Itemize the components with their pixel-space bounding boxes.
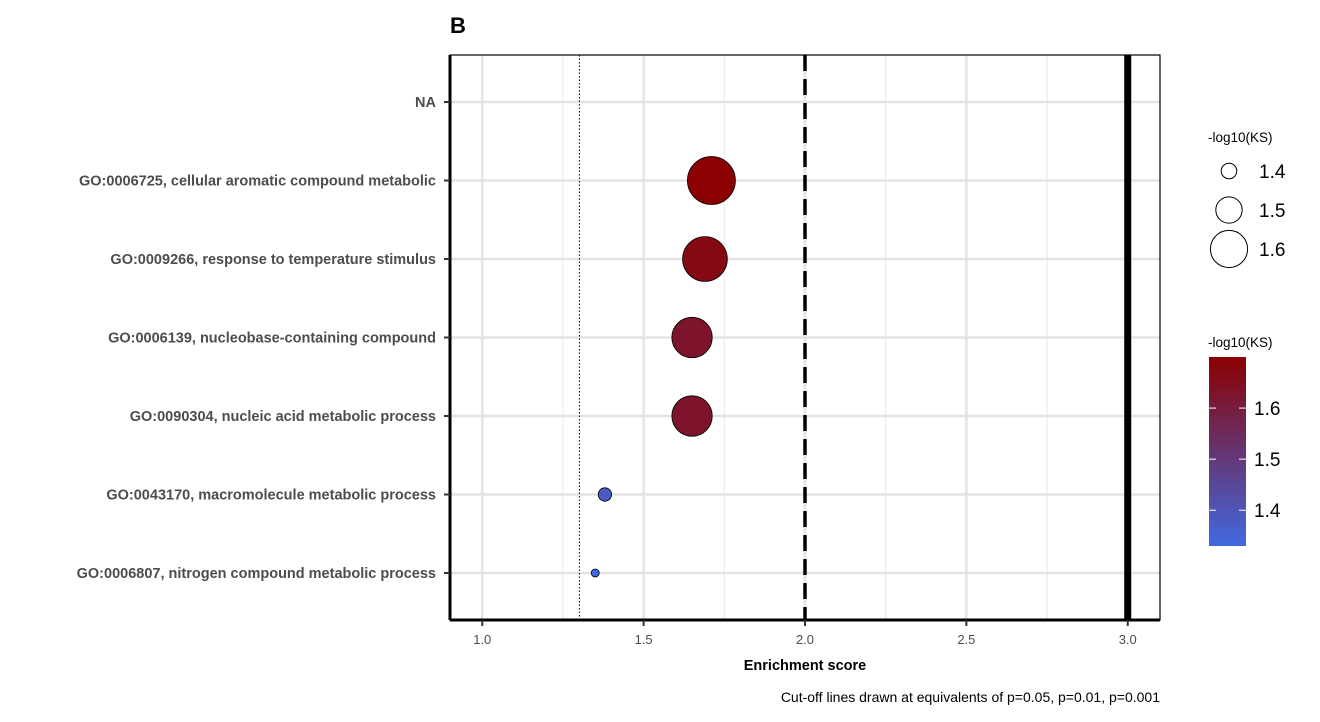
data-point <box>671 316 713 359</box>
data-point <box>671 395 713 437</box>
color-legend-label: 1.4 <box>1254 501 1281 522</box>
size-legend-label: 1.4 <box>1259 162 1286 183</box>
color-legend-bar <box>1209 357 1246 546</box>
x-tick-label: 1.0 <box>473 632 491 647</box>
x-tick-label: 1.5 <box>635 632 653 647</box>
size-legend-key <box>1220 162 1238 180</box>
data-point <box>687 156 736 205</box>
chart-caption: Cut-off lines drawn at equivalents of p=… <box>781 689 1160 705</box>
data-point <box>682 236 728 282</box>
y-tick-label: GO:0043170, macromolecule metabolic proc… <box>106 488 436 504</box>
size-legend-key <box>1209 229 1249 269</box>
y-tick-label: GO:0009266, response to temperature stim… <box>110 252 436 268</box>
y-tick-label: NA <box>415 95 436 111</box>
color-legend-title: -log10(KS) <box>1208 335 1273 350</box>
plot-area: NA GO:0006725, cellular aromatic compound… <box>77 54 1161 647</box>
data-point <box>597 487 613 502</box>
size-legend: -log10(KS) 1.4 1.5 1.6 <box>1208 130 1286 269</box>
data-point <box>590 568 600 578</box>
x-axis-label: Enrichment score <box>744 658 867 674</box>
color-legend-label: 1.5 <box>1254 450 1280 471</box>
size-legend-title: -log10(KS) <box>1208 130 1273 145</box>
size-legend-label: 1.5 <box>1259 201 1285 222</box>
y-tick-label: GO:0090304, nucleic acid metabolic proce… <box>130 409 436 425</box>
x-tick-label: 2.5 <box>957 632 975 647</box>
y-tick-label: GO:0006725, cellular aromatic compound m… <box>79 174 436 190</box>
x-tick-label: 3.0 <box>1119 632 1137 647</box>
y-tick-label: GO:0006139, nucleobase-containing compou… <box>108 331 436 347</box>
color-legend-label: 1.6 <box>1254 399 1280 420</box>
size-legend-key <box>1215 196 1243 224</box>
color-legend: -log10(KS) 1.6 1.5 1.4 <box>1208 335 1281 546</box>
panel-tag: B <box>450 13 466 38</box>
size-legend-label: 1.6 <box>1259 240 1285 261</box>
y-tick-label: GO:0006807, nitrogen compound metabolic … <box>77 566 436 582</box>
x-tick-label: 2.0 <box>796 632 814 647</box>
